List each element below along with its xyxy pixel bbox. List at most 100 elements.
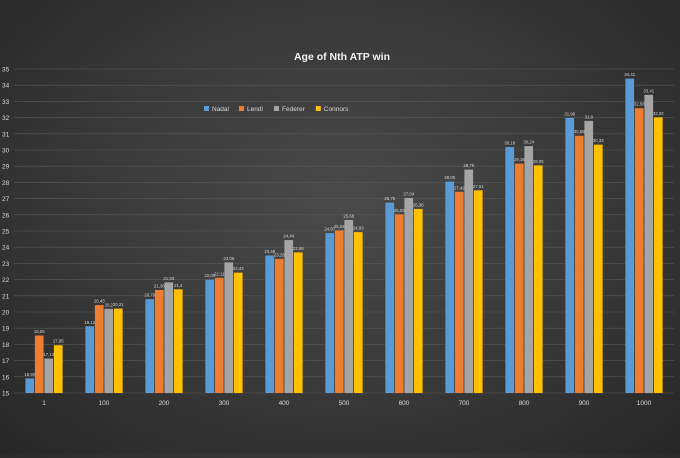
bar-nadal — [85, 326, 95, 393]
bar-federer — [644, 94, 654, 394]
y-tick-label: 27 — [2, 196, 10, 203]
data-label: 31,8 — [585, 114, 594, 119]
bar-nadal — [25, 378, 35, 393]
bar-connors — [653, 117, 663, 393]
bar-lendl — [454, 191, 464, 393]
legend-label: Lendl — [247, 106, 263, 113]
data-label: 28,79 — [463, 163, 474, 168]
y-tick-label: 19 — [2, 326, 10, 333]
y-tick-label: 26 — [2, 212, 10, 219]
x-tick-label: 1000 — [637, 400, 652, 407]
data-label: 26,03 — [394, 208, 405, 213]
data-label: 30,24 — [523, 140, 534, 145]
data-label: 30,88 — [574, 129, 585, 134]
legend-swatch — [274, 106, 279, 111]
data-label: 24,87 — [324, 227, 335, 232]
bar-lendl — [94, 305, 104, 393]
data-label: 17,95 — [53, 339, 64, 344]
y-tick-label: 28 — [2, 180, 10, 187]
x-tick-label: 200 — [159, 400, 170, 407]
bar-connors — [233, 272, 243, 393]
x-tick-label: 900 — [579, 400, 590, 407]
gridlines — [14, 68, 674, 394]
bar-connors — [293, 252, 303, 393]
legend-swatch — [239, 106, 244, 111]
data-label: 19,12 — [84, 320, 95, 325]
data-label: 27,51 — [473, 184, 484, 189]
bar-lendl — [274, 258, 284, 393]
y-tick-label: 32 — [2, 115, 10, 122]
legend-swatch — [315, 106, 321, 111]
legend-label: Connors — [324, 106, 349, 113]
data-label: 22,43 — [233, 266, 244, 271]
legend-swatch — [204, 106, 209, 111]
data-label: 23,06 — [223, 256, 234, 261]
data-label: 21,36 — [154, 283, 165, 288]
bar-federer — [464, 169, 474, 393]
data-label: 24,44 — [283, 234, 294, 239]
legend: Nadal Lendl Federer Connors — [204, 106, 349, 113]
data-label: 20,21 — [113, 302, 124, 307]
data-label: 23,49 — [264, 249, 275, 254]
data-label: 29,05 — [533, 159, 544, 164]
y-tick-label: 21 — [2, 293, 10, 300]
chart-title: Age of Nth ATP win — [294, 51, 390, 63]
legend-label: Federer — [282, 106, 306, 113]
data-label: 22,11 — [214, 271, 225, 276]
bar-nadal — [625, 78, 635, 394]
x-tick-label: 100 — [99, 400, 110, 407]
data-label: 27,42 — [454, 185, 465, 190]
data-label: 28,05 — [444, 175, 455, 180]
x-tick-label: 500 — [339, 400, 350, 407]
data-label: 32,02 — [653, 111, 664, 116]
data-label: 34,41 — [624, 72, 635, 77]
data-label: 31,98 — [564, 111, 575, 116]
x-tick-label: 800 — [519, 400, 530, 407]
data-label: 30,33 — [593, 138, 604, 143]
bar-federer — [164, 282, 174, 393]
data-label: 23,28 — [274, 252, 285, 257]
y-tick-label: 17 — [2, 358, 10, 365]
y-tick-label: 25 — [2, 229, 10, 236]
x-tick-label: 1 — [42, 400, 46, 407]
y-tick-label: 18 — [2, 342, 10, 349]
y-tick-label: 34 — [2, 83, 10, 90]
data-label: 27,04 — [403, 191, 414, 196]
bar-lendl — [634, 108, 644, 393]
data-label: 20,43 — [94, 299, 105, 304]
data-label: 26,36 — [413, 202, 424, 207]
bar-nadal — [145, 299, 155, 393]
bar-connors — [533, 165, 543, 393]
bar-lendl — [574, 135, 584, 393]
bar-lendl — [154, 289, 164, 393]
bar-lendl — [334, 230, 344, 393]
data-label: 17,13 — [43, 352, 54, 357]
data-label: 24,93 — [353, 226, 364, 231]
y-tick-label: 16 — [2, 374, 10, 381]
y-tick-label: 20 — [2, 310, 10, 317]
bar-connors — [353, 232, 363, 393]
y-tick-label: 29 — [2, 164, 10, 171]
y-tick-label: 22 — [2, 277, 10, 284]
data-label: 29,16 — [514, 157, 525, 162]
bar-nadal — [385, 202, 395, 393]
bar-lendl — [514, 163, 524, 393]
data-label: 25,68 — [343, 213, 354, 218]
y-tick-label: 30 — [2, 148, 10, 155]
bar-lendl — [394, 214, 404, 393]
bar-connors — [473, 190, 483, 393]
bar-federer — [284, 240, 294, 393]
y-axis-tick-labels: 15 16 17 18 19 20 21 22 23 24 25 26 27 28 29 30 31 32 33 34… — [2, 67, 10, 398]
bar-federer — [404, 197, 414, 393]
bar-connors — [413, 208, 423, 393]
bar-federer — [224, 262, 234, 393]
bar-connors — [173, 289, 183, 393]
bar-federer — [344, 219, 354, 393]
bar-connors — [113, 308, 123, 393]
data-label: 23,68 — [293, 246, 304, 251]
legend-label: Nadal — [212, 106, 230, 113]
y-tick-label: 33 — [2, 99, 10, 106]
